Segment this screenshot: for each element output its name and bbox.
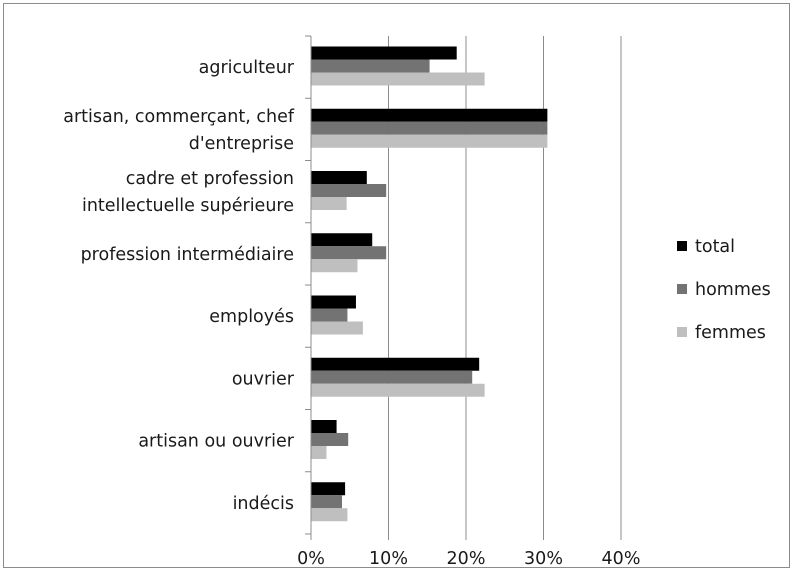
bar-femmes [311, 508, 348, 522]
chart-frame: agriculteur artisan, commerçant, chef d'en… [3, 3, 790, 568]
axes [305, 35, 622, 540]
bar-femmes [311, 197, 347, 210]
category-label: artisan, commerçant, chef d'entreprise [63, 107, 295, 154]
legend-label-femmes: femmes [695, 323, 766, 343]
bar-hommes [311, 308, 348, 322]
x-tick-label: 20% [447, 549, 486, 567]
bar-total [311, 171, 367, 184]
bar-total [311, 420, 337, 433]
x-tick-labels: 0% 10% 20% 30% 40% [297, 549, 640, 567]
x-tick-label: 10% [369, 549, 408, 567]
bar-total [311, 233, 373, 247]
bar-total [311, 482, 346, 496]
category-label: artisan ou ouvrier [138, 432, 294, 452]
bar-hommes [311, 184, 387, 197]
bar-hommes [311, 433, 349, 446]
bar-hommes [311, 246, 387, 260]
x-tick-label: 40% [602, 549, 641, 567]
bars [311, 46, 548, 522]
bar-total [311, 357, 480, 371]
legend: total hommes femmes [677, 237, 771, 343]
bar-femmes [311, 383, 485, 397]
bar-femmes [311, 446, 327, 459]
bar-hommes [311, 495, 342, 509]
category-label: indécis [233, 494, 294, 514]
category-label: agriculteur [199, 58, 295, 78]
bar-femmes [311, 134, 548, 148]
category-label: cadre et profession intellectuelle supéri… [82, 169, 294, 216]
legend-swatch-total [677, 241, 687, 251]
bar-total [311, 46, 457, 60]
bar-hommes [311, 121, 548, 135]
category-label: employés [209, 307, 294, 327]
legend-swatch-hommes [677, 284, 687, 294]
bar-total [311, 108, 548, 122]
bar-hommes [311, 370, 473, 384]
bar-chart: agriculteur artisan, commerçant, chef d'en… [63, 35, 771, 567]
bar-femmes [311, 259, 358, 273]
bar-femmes [311, 72, 485, 86]
bar-total [311, 295, 356, 309]
legend-swatch-femmes [677, 327, 687, 337]
legend-label-total: total [695, 237, 735, 257]
bar-hommes [311, 59, 430, 73]
category-labels: agriculteur artisan, commerçant, chef d'en… [63, 58, 295, 514]
category-label: profession intermédiaire [81, 245, 294, 265]
bar-femmes [311, 321, 363, 335]
legend-label-hommes: hommes [695, 280, 771, 300]
x-tick-label: 30% [524, 549, 563, 567]
category-label: ouvrier [232, 369, 295, 389]
x-tick-label: 0% [297, 549, 325, 567]
